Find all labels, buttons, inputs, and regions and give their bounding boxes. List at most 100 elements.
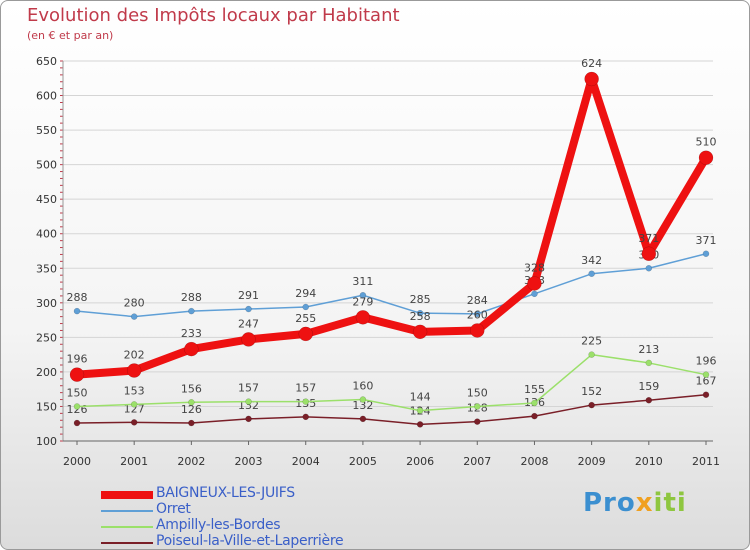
legend-swatch-orret (101, 510, 153, 512)
data-point-orret (645, 265, 653, 272)
y-tick-label: 600 (36, 90, 57, 103)
chart-subtitle: (en € et par an) (27, 29, 114, 42)
data-label-poiseul-la-ville-et-laperriere: 126 (181, 403, 202, 416)
data-point-baigneux-les-juifs (126, 363, 142, 378)
data-label-baigneux-les-juifs: 371 (638, 232, 659, 245)
data-point-orret (359, 291, 367, 299)
x-tick-label: 2008 (520, 455, 548, 468)
logo-part-2: x (635, 488, 654, 518)
x-tick-label: 2004 (292, 455, 320, 468)
data-label-ampilly-les-bordes: 160 (352, 380, 373, 393)
data-label-baigneux-les-juifs: 279 (352, 295, 373, 308)
data-point-orret (245, 305, 252, 313)
y-tick-label: 350 (36, 262, 57, 275)
data-label-orret: 288 (67, 291, 88, 304)
data-label-ampilly-les-bordes: 156 (181, 382, 202, 395)
data-point-baigneux-les-juifs (412, 324, 428, 340)
data-point-ampilly-les-bordes (245, 398, 252, 405)
legend-label-poiseul: Poiseul-la-Ville-et-Laperrière (156, 533, 344, 549)
data-label-poiseul-la-ville-et-laperriere: 127 (124, 402, 145, 415)
data-point-orret (474, 310, 481, 318)
y-tick-label: 100 (36, 435, 57, 448)
data-label-ampilly-les-bordes: 144 (410, 391, 431, 404)
data-point-poiseul-la-ville-et-laperriere (188, 419, 195, 427)
data-point-ampilly-les-bordes (474, 403, 481, 410)
y-tick-label: 200 (36, 366, 57, 379)
legend-label-baigneux-les-juifs: BAIGNEUX-LES-JUIFS (156, 485, 295, 501)
series-line-ampilly-les-bordes (76, 353, 707, 412)
data-label-orret: 342 (581, 254, 602, 267)
data-label-orret: 280 (124, 297, 145, 310)
y-tick-label: 450 (36, 193, 57, 206)
data-point-ampilly-les-bordes (188, 399, 195, 406)
x-tick-label: 2009 (578, 455, 606, 468)
legend-swatch-poiseul (101, 542, 153, 544)
data-point-ampilly-les-bordes (702, 371, 710, 378)
data-point-ampilly-les-bordes (73, 403, 81, 410)
data-point-ampilly-les-bordes (531, 399, 538, 407)
data-label-ampilly-les-bordes: 150 (467, 386, 488, 399)
data-point-baigneux-les-juifs (241, 332, 256, 347)
data-label-ampilly-les-bordes: 150 (67, 386, 88, 399)
data-label-poiseul-la-ville-et-laperriere: 159 (638, 380, 659, 393)
data-point-baigneux-les-juifs (527, 276, 542, 291)
data-point-orret (302, 303, 309, 311)
data-point-poiseul-la-ville-et-laperriere (645, 396, 653, 404)
series-line-poiseul-la-ville-et-laperriere (76, 393, 707, 426)
data-point-orret (416, 309, 424, 317)
data-point-ampilly-les-bordes (302, 398, 309, 405)
data-label-poiseul-la-ville-et-laperriere: 152 (581, 385, 602, 398)
data-point-poiseul-la-ville-et-laperriere (130, 419, 138, 426)
data-label-ampilly-les-bordes: 196 (696, 355, 717, 368)
data-label-baigneux-les-juifs: 247 (238, 317, 259, 330)
data-point-orret (188, 307, 195, 315)
data-label-baigneux-les-juifs: 260 (467, 308, 488, 321)
data-label-orret: 291 (238, 289, 259, 302)
legend-label-orret: Orret (156, 501, 191, 517)
data-point-poiseul-la-ville-et-laperriere (359, 415, 367, 423)
data-label-baigneux-les-juifs: 258 (410, 310, 431, 323)
data-point-baigneux-les-juifs (698, 150, 714, 165)
data-point-poiseul-la-ville-et-laperriere (302, 413, 309, 421)
data-point-orret (588, 270, 595, 278)
x-tick-label: 2001 (120, 455, 148, 468)
data-point-orret (702, 250, 710, 258)
x-tick-label: 2006 (406, 455, 434, 468)
data-point-baigneux-les-juifs (298, 326, 313, 342)
data-point-poiseul-la-ville-et-laperriere (474, 418, 481, 425)
logo-part-3: iti (653, 488, 687, 518)
data-label-orret: 371 (696, 234, 717, 247)
data-point-orret (130, 313, 138, 320)
chart-title: Evolution des Impôts locaux par Habitant (27, 5, 400, 26)
data-label-baigneux-les-juifs: 624 (581, 57, 602, 70)
logo-part-1: Pro (583, 488, 636, 518)
data-label-ampilly-les-bordes: 155 (524, 383, 545, 396)
data-label-orret: 294 (295, 287, 316, 300)
data-point-baigneux-les-juifs (69, 367, 85, 382)
data-point-poiseul-la-ville-et-laperriere (531, 412, 538, 420)
y-tick-label: 300 (36, 297, 57, 310)
data-label-orret: 284 (467, 294, 488, 307)
data-point-ampilly-les-bordes (645, 359, 653, 367)
x-tick-label: 2010 (635, 455, 663, 468)
y-tick-label: 500 (36, 159, 57, 172)
y-tick-label: 250 (36, 331, 57, 344)
legend-swatch-ampilly-les-bordes (101, 526, 153, 528)
data-label-ampilly-les-bordes: 153 (124, 384, 145, 397)
series-line-orret (76, 253, 707, 318)
legend-swatch-baigneux-les-juifs (101, 491, 153, 499)
data-label-poiseul-la-ville-et-laperriere: 132 (352, 399, 373, 412)
y-tick-label: 400 (36, 228, 57, 241)
y-tick-label: 550 (36, 124, 57, 137)
data-point-baigneux-les-juifs (641, 246, 657, 262)
y-tick-label: 150 (36, 400, 57, 413)
data-point-baigneux-les-juifs (355, 310, 371, 325)
legend-label-ampilly-les-bordes: Ampilly-les-Bordes (156, 517, 281, 533)
data-point-ampilly-les-bordes (416, 407, 424, 414)
data-point-orret (531, 290, 538, 298)
data-label-baigneux-les-juifs: 202 (124, 349, 145, 362)
y-tick-label: 650 (36, 55, 57, 68)
data-label-ampilly-les-bordes: 225 (581, 335, 602, 348)
